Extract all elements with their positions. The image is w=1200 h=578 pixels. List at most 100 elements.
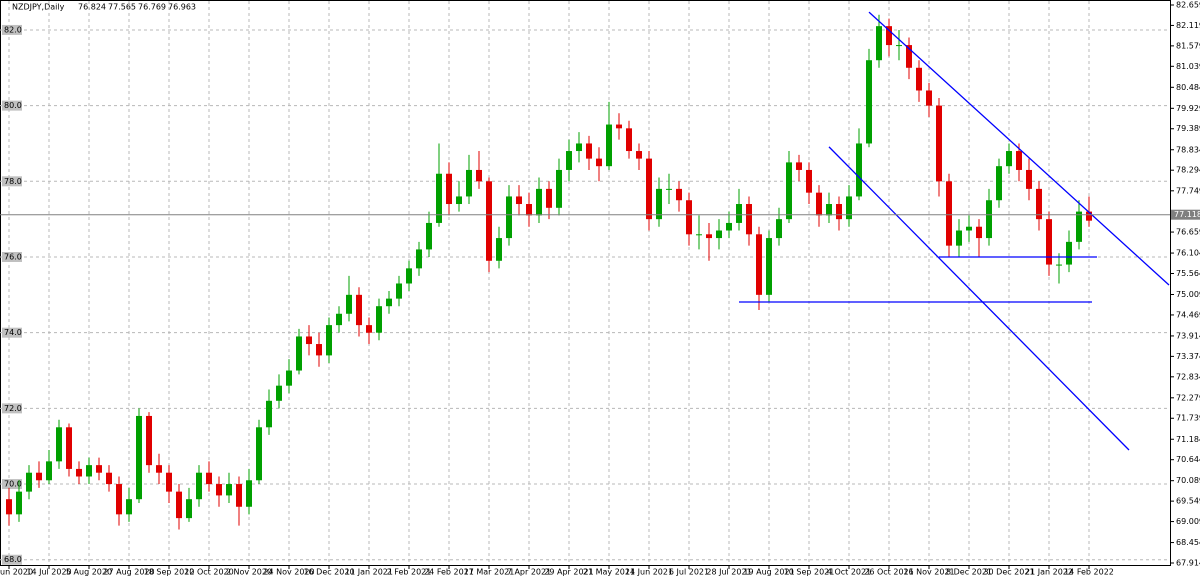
x-tick-label: 4 Oct 2021 xyxy=(827,568,871,577)
x-tick-label: 30 Dec 2021 xyxy=(983,568,1034,577)
y-tick-label: 73.914 xyxy=(1176,331,1200,340)
x-tick-label: 11 Jan 2021 xyxy=(345,568,393,577)
candle-body xyxy=(506,196,512,239)
x-tick-label: 18 Sep 2020 xyxy=(144,568,195,577)
candle-body xyxy=(1046,219,1052,265)
x-tick-label: 5 Aug 2020 xyxy=(66,568,112,577)
candle-body xyxy=(176,491,182,519)
y-tick-label: 72.834 xyxy=(1176,372,1200,381)
y-tick-label: 71.184 xyxy=(1176,435,1200,444)
x-tick-label: 14 Jul 2020 xyxy=(26,568,71,577)
candle-body xyxy=(806,169,812,193)
y-tick-label: 73.374 xyxy=(1176,352,1200,361)
candle-body xyxy=(26,472,32,492)
x-tick-label: 27 Aug 2020 xyxy=(103,568,154,577)
candle-body xyxy=(396,283,402,299)
candle-body xyxy=(756,234,762,295)
candle-body xyxy=(826,204,832,216)
x-tick-label: 8 Dec 2021 xyxy=(946,568,992,577)
candle-body xyxy=(306,336,312,345)
grid-label-bg xyxy=(2,554,22,565)
candle-body xyxy=(536,188,542,216)
candle-body xyxy=(616,124,622,129)
x-tick-label: 28 Jul 2021 xyxy=(706,568,751,577)
candle-body xyxy=(546,188,552,208)
candle-body xyxy=(246,480,252,507)
candle-body xyxy=(786,162,792,220)
candle-body xyxy=(136,415,142,500)
candle-body xyxy=(566,151,572,170)
candle-body xyxy=(486,181,492,261)
x-tick-label: 29 Apr 2021 xyxy=(544,568,593,577)
candle-body xyxy=(776,219,782,239)
candle-body xyxy=(186,499,192,519)
candle-body xyxy=(1066,241,1072,265)
candle-body xyxy=(1056,264,1062,266)
x-tick-label: 10 Sep 2021 xyxy=(784,568,835,577)
candle-body xyxy=(106,472,112,485)
y-tick-label: 74.469 xyxy=(1176,310,1200,319)
quote-value: 76.824 xyxy=(78,3,106,12)
candle-body xyxy=(1016,151,1022,170)
candle-body xyxy=(956,230,962,246)
y-tick-label: 69.549 xyxy=(1176,497,1200,506)
candle-body xyxy=(446,173,452,205)
x-tick-label: 21 May 2021 xyxy=(583,568,635,577)
quote-value: 76.769 xyxy=(138,3,166,12)
y-tick-label: 79.929 xyxy=(1176,104,1200,113)
candle-body xyxy=(316,344,322,356)
y-tick-label: 72.279 xyxy=(1176,393,1200,402)
candle-body xyxy=(886,26,892,46)
x-tick-label: 24 Feb 2021 xyxy=(424,568,474,577)
candle-body xyxy=(36,472,42,481)
candle-body xyxy=(696,234,702,236)
candle-body xyxy=(716,230,722,239)
candle-body xyxy=(986,200,992,239)
candle-body xyxy=(116,484,122,515)
candle-body xyxy=(96,465,102,473)
candle-body xyxy=(66,427,72,469)
candle-body xyxy=(336,313,342,326)
x-tick-label: 2 Feb 2021 xyxy=(387,568,432,577)
candle-body xyxy=(226,484,232,496)
candle-body xyxy=(166,472,172,492)
current-price-bg xyxy=(1171,209,1200,220)
x-tick-label: 26 Oct 2021 xyxy=(864,568,913,577)
grid-label-bg xyxy=(2,251,22,262)
x-tick-label: 16 Dec 2020 xyxy=(303,568,354,577)
x-tick-label: 12 Oct 2020 xyxy=(184,568,233,577)
candle-body xyxy=(76,468,82,477)
candle-body xyxy=(216,484,222,496)
quote-value: 76.963 xyxy=(168,3,196,12)
candle-body xyxy=(156,465,162,473)
y-tick-label: 82.119 xyxy=(1176,21,1200,30)
y-tick-label: 80.484 xyxy=(1176,83,1200,92)
x-tick-label: 22 Jun 2020 xyxy=(0,568,33,577)
y-tick-label: 70.089 xyxy=(1176,476,1200,485)
candle-body xyxy=(966,226,972,231)
y-tick-label: 68.454 xyxy=(1176,538,1200,547)
grid-label: 78.0 xyxy=(4,177,22,186)
grid-label: 68.0 xyxy=(4,555,22,564)
candle-body xyxy=(706,234,712,239)
candle-body xyxy=(476,169,482,182)
candle-body xyxy=(516,196,522,205)
candle-body xyxy=(1006,151,1012,167)
candle-body xyxy=(606,124,612,167)
grid-label-bg xyxy=(2,403,22,414)
candle-body xyxy=(626,128,632,152)
grid-label: 80.0 xyxy=(4,101,22,110)
candle-body xyxy=(426,222,432,250)
candle-body xyxy=(46,461,52,481)
candle-body xyxy=(586,143,592,159)
candle-body xyxy=(896,45,902,47)
candle-body xyxy=(276,385,282,401)
y-tick-label: 71.739 xyxy=(1176,414,1200,423)
candle-body xyxy=(1026,169,1032,189)
candle-body xyxy=(56,427,62,462)
y-tick-label: 67.914 xyxy=(1176,559,1200,568)
x-tick-label: 6 Jul 2021 xyxy=(669,568,709,577)
grid-label-bg xyxy=(2,176,22,187)
y-tick-label: 76.659 xyxy=(1176,228,1200,237)
